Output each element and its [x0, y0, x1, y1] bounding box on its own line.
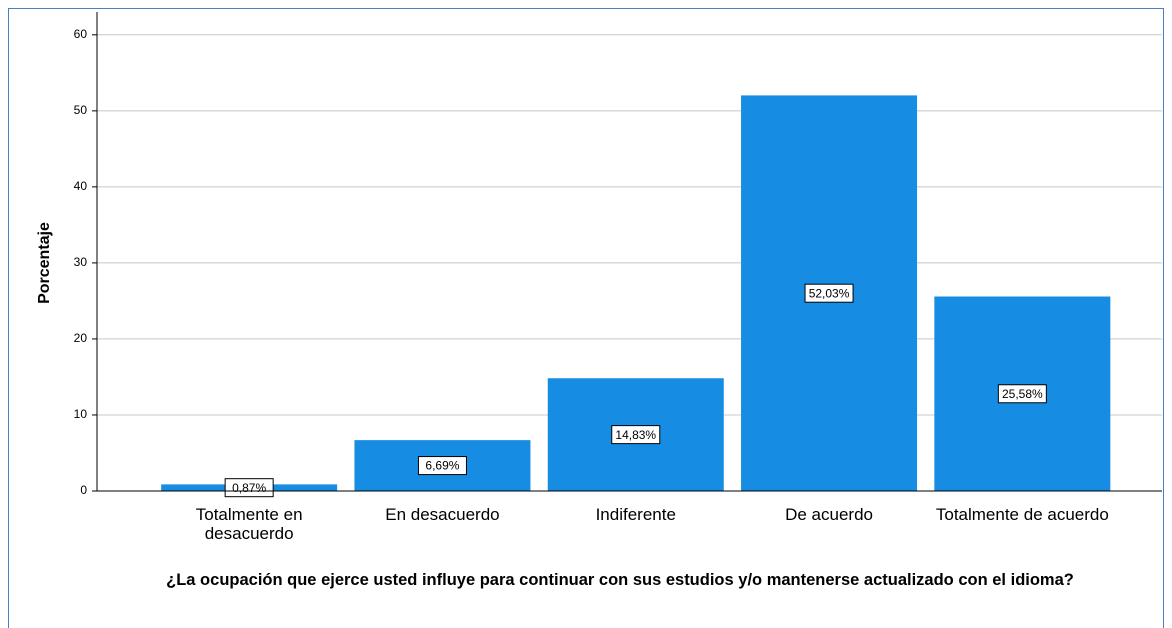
- y-tick-label: 60: [74, 27, 88, 41]
- value-label: 0,87%: [232, 481, 266, 495]
- value-label: 52,03%: [809, 286, 850, 300]
- value-label-box: [417, 456, 467, 476]
- y-axis-label: Porcentaje: [36, 222, 53, 304]
- y-tick-label: 0: [80, 483, 87, 497]
- frame: [8, 8, 1164, 628]
- x-tick-label: Totalmente en desacuerdo: [195, 505, 303, 543]
- x-tick-label: En desacuerdo: [385, 505, 500, 524]
- value-label-box: [224, 478, 274, 498]
- y-tick-label: 10: [74, 407, 88, 421]
- x-tick-label: De acuerdo: [785, 505, 873, 524]
- value-label: 6,69%: [425, 459, 459, 473]
- value-label: 25,58%: [1002, 387, 1043, 401]
- y-tick-label: 40: [74, 179, 88, 193]
- value-label-box: [997, 384, 1047, 404]
- value-label: 14,83%: [615, 428, 656, 442]
- y-tick-label: 50: [74, 103, 88, 117]
- x-tick-label: Totalmente de acuerdo: [935, 505, 1109, 524]
- x-axis-label: ¿La ocupación que ejerce usted influye p…: [166, 571, 1074, 589]
- y-tick-label: 20: [74, 331, 88, 345]
- y-tick-label: 30: [74, 255, 88, 269]
- value-label-box: [804, 283, 854, 303]
- x-tick-label: Indiferente: [595, 505, 676, 524]
- value-label-box: [611, 425, 661, 445]
